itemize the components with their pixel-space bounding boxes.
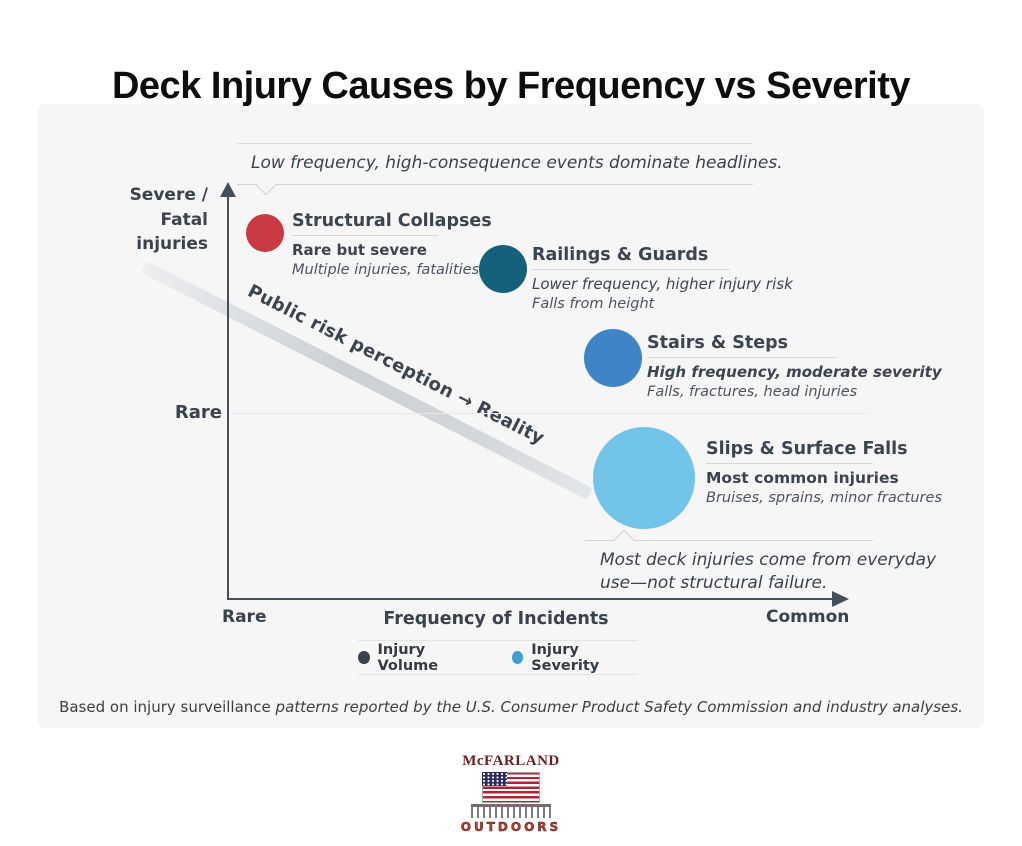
- chart-panel: [38, 104, 984, 728]
- x-axis-min-label: Rare: [222, 607, 267, 627]
- bottom-annotation-text: Most deck injuries come from everyday us…: [600, 550, 937, 593]
- gridline-rare: [229, 413, 869, 414]
- point-detail: Falls from height: [532, 296, 655, 312]
- x-axis-arrow-icon: [832, 591, 849, 607]
- legend-dot-severity-icon: [511, 651, 524, 664]
- point-card-railings-guards: Railings & Guards Lower frequency, highe…: [532, 245, 793, 312]
- bottom-annotation-line: [585, 540, 873, 541]
- x-axis-max-label: Common: [766, 607, 850, 627]
- point-subtitle: Most common injuries: [706, 469, 899, 487]
- point-title: Stairs & Steps: [647, 333, 837, 358]
- deck-railing-icon: [471, 804, 551, 818]
- point-card-structural-collapses: Structural Collapses Rare but severe Mul…: [292, 211, 492, 278]
- bubble-structural-collapses: [246, 214, 284, 252]
- brand-logo: McFARLAND OUTDOORS: [0, 753, 1022, 834]
- x-axis-line: [228, 598, 834, 600]
- legend-label: Injury Severity: [531, 641, 600, 674]
- footer-note-part2: patterns reported by the U.S. Consumer P…: [275, 698, 963, 716]
- legend-item-volume: Injury Volume: [358, 642, 478, 674]
- brand-name: McFARLAND: [462, 753, 560, 769]
- footer-note: Based on injury surveillance patterns re…: [0, 698, 1022, 716]
- flag-canton-icon: [482, 772, 507, 786]
- point-detail: Falls, fractures, head injuries: [647, 384, 858, 400]
- page-title: Deck Injury Causes by Frequency vs Sever…: [111, 65, 911, 108]
- point-detail: Multiple injuries, fatalities: [292, 262, 480, 278]
- y-axis-min-label: Rare: [174, 402, 222, 423]
- y-axis-arrow-icon: [220, 182, 236, 197]
- point-subtitle: Rare but severe: [292, 241, 427, 259]
- footer-note-part1: Based on injury surveillance: [59, 698, 276, 716]
- y-axis-line: [227, 196, 229, 600]
- bubble-railings-guards: [479, 245, 527, 293]
- point-title: Structural Collapses: [292, 211, 492, 236]
- bubble-stairs-steps: [584, 329, 642, 387]
- point-title: Slips & Surface Falls: [706, 439, 908, 464]
- point-card-stairs-steps: Stairs & Steps High frequency, moderate …: [647, 333, 942, 400]
- us-flag-icon: [482, 772, 540, 803]
- bubble-slips-surface-falls: [593, 427, 695, 529]
- point-subtitle: High frequency, moderate severity: [647, 363, 942, 381]
- top-annotation: Low frequency, high-consequence events d…: [237, 143, 783, 185]
- legend-dot-volume-icon: [358, 651, 370, 664]
- point-subtitle: Lower frequency, higher injury risk: [532, 275, 793, 293]
- point-card-slips-surface-falls: Slips & Surface Falls Most common injuri…: [706, 439, 942, 506]
- x-axis-title: Frequency of Incidents: [383, 609, 609, 629]
- point-detail: Bruises, sprains, minor fractures: [706, 490, 942, 506]
- y-axis-max-label: Severe / Fatal injuries: [129, 185, 208, 255]
- top-annotation-text: Low frequency, high-consequence events d…: [251, 153, 783, 173]
- legend-label: Injury Volume: [377, 641, 439, 674]
- legend: Injury Volume Injury Severity: [358, 640, 638, 675]
- legend-item-severity: Injury Severity: [511, 641, 638, 674]
- point-title: Railings & Guards: [532, 245, 730, 270]
- brand-subname: OUTDOORS: [460, 820, 562, 835]
